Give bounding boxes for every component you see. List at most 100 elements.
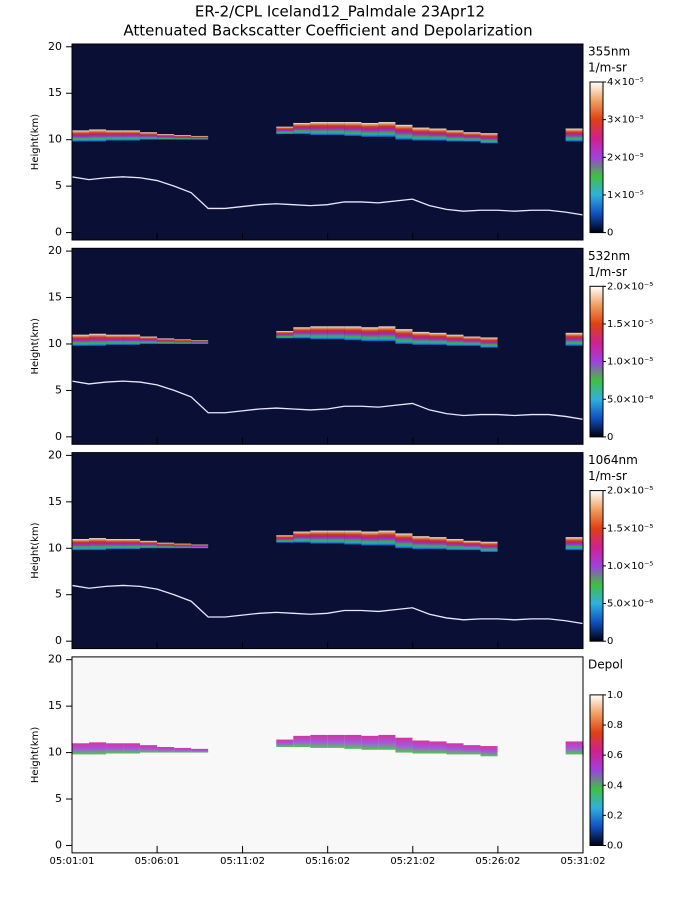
cloud-layer	[463, 745, 481, 755]
y-tick-label: 15	[48, 86, 62, 99]
cloud-layer	[89, 538, 107, 551]
colorbar-tick-label: 0.8	[607, 720, 623, 731]
x-tick-label: 05:16:02	[305, 856, 350, 867]
colorbar-label: 1/m-sr	[588, 469, 627, 483]
plot-background	[72, 44, 583, 240]
cloud-layer	[344, 530, 362, 545]
cloud-layer	[276, 126, 294, 135]
colorbar-label: 1/m-sr	[588, 265, 627, 279]
plot-background	[72, 656, 583, 853]
cloud-layer	[106, 538, 124, 550]
cloud-layer	[123, 743, 141, 754]
cloud-layer	[276, 739, 294, 748]
cloud-layer	[565, 332, 583, 346]
y-tick-label: 10	[48, 337, 62, 350]
cloud-layer	[395, 737, 413, 753]
colorbar-tick-label: 0	[607, 228, 613, 239]
y-tick-label: 15	[48, 291, 62, 304]
colorbar-tick-label: 5.0×10⁻⁶	[607, 599, 653, 610]
cloud-layer	[89, 129, 107, 142]
y-axis-label: Height(km)	[30, 318, 41, 374]
colorbar	[589, 81, 604, 234]
colorbar-tick-label: 3×10⁻⁵	[607, 115, 644, 126]
cloud-layer	[327, 734, 345, 748]
colorbar-tick-label: 4×10⁻⁵	[607, 77, 644, 88]
cloud-layer	[344, 122, 362, 136]
colorbar-tick-label: 0.2	[607, 810, 623, 821]
cloud-layer	[446, 538, 464, 551]
chart-title: ER-2/CPL Iceland12_Palmdale 23Apr12	[195, 3, 485, 22]
cloud-layer	[157, 542, 175, 549]
cloud-layer	[191, 544, 209, 549]
colorbar-tick-label: 1.0×10⁻⁵	[607, 357, 653, 368]
y-axis-label: Height(km)	[30, 114, 41, 170]
cloud-layer	[106, 743, 124, 754]
cloud-layer	[327, 530, 345, 544]
colorbar-tick-label: 1.0	[607, 690, 623, 701]
cloud-layer	[429, 128, 447, 141]
colorbar-tick-label: 0.4	[607, 780, 623, 791]
cloud-layer	[293, 735, 311, 748]
colorbar	[589, 490, 604, 642]
cloud-layer	[157, 338, 175, 344]
cloud-layer	[361, 531, 379, 546]
cloud-layer	[412, 127, 430, 141]
cloud-layer	[174, 543, 192, 549]
cloud-layer	[72, 743, 90, 755]
cloud-layer	[72, 130, 90, 142]
cloud-layer	[276, 535, 294, 543]
y-tick-label: 5	[55, 179, 62, 192]
cloud-layer	[565, 128, 583, 142]
y-tick-label: 20	[48, 244, 62, 257]
cloud-layer	[395, 124, 413, 140]
colorbar-tick-label: 2×10⁻⁵	[607, 152, 644, 163]
y-tick-label: 0	[55, 634, 62, 647]
cloud-layer	[123, 538, 141, 550]
colorbar-label: 1064nm	[588, 453, 638, 467]
colorbar-tick-label: 1.5×10⁻⁵	[607, 523, 653, 534]
cloud-layer	[378, 734, 396, 750]
cloud-layer	[446, 743, 464, 755]
y-tick-label: 20	[48, 40, 62, 53]
cloud-layer	[174, 339, 192, 344]
cloud-layer	[395, 533, 413, 549]
cloud-layer	[412, 740, 430, 754]
cloud-layer	[293, 327, 311, 339]
cloud-layer	[429, 741, 447, 754]
chart-subtitle: Attenuated Backscatter Coefficient and D…	[123, 22, 532, 40]
cloud-layer	[140, 132, 158, 140]
x-tick-label: 05:21:02	[390, 856, 435, 867]
cloud-layer	[446, 334, 464, 346]
cloud-layer	[378, 326, 396, 342]
cloud-layer	[310, 326, 328, 340]
y-tick-label: 0	[55, 838, 62, 851]
plot-background	[72, 452, 583, 649]
colorbar-label: Depol	[588, 657, 623, 671]
cloud-layer	[140, 540, 158, 549]
y-tick-label: 20	[48, 448, 62, 461]
surface-line	[71, 584, 583, 625]
colorbar-tick-label: 0	[607, 636, 613, 647]
cloud-layer	[429, 537, 447, 550]
cloud-layer	[106, 334, 124, 345]
y-tick-label: 10	[48, 541, 62, 554]
cloud-layer	[191, 340, 209, 344]
colorbar-label: 532nm	[588, 249, 630, 263]
cloud-layer	[395, 329, 413, 344]
cloud-layer	[157, 747, 175, 753]
cloud-layer	[361, 735, 379, 750]
y-tick-label: 5	[55, 792, 62, 805]
surface-line	[71, 176, 583, 216]
cloud-layer	[361, 122, 379, 137]
cloud-layer	[123, 334, 141, 345]
colorbar-label: 355nm	[588, 45, 630, 59]
colorbar-tick-label: 0	[607, 432, 613, 443]
x-tick-label: 05:26:02	[475, 856, 520, 867]
cloud-layer	[310, 122, 328, 136]
cloud-layer	[293, 531, 311, 543]
colorbar-tick-label: 1.5×10⁻⁵	[607, 319, 653, 330]
x-tick-label: 05:11:02	[220, 856, 265, 867]
colorbar-label: 1/m-sr	[588, 61, 627, 75]
x-tick-label: 05:31:02	[561, 856, 606, 867]
cloud-layer	[72, 538, 90, 551]
